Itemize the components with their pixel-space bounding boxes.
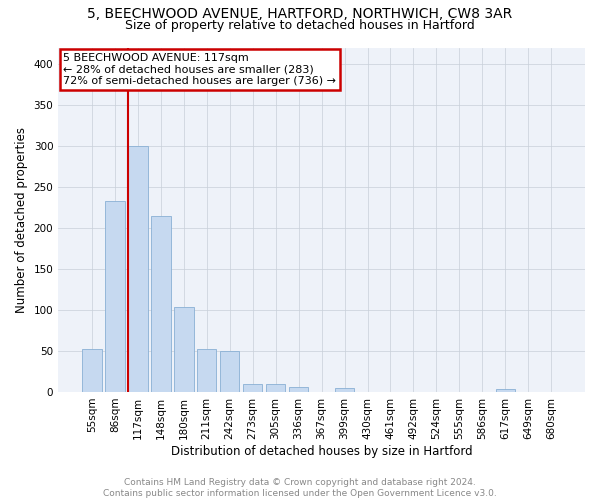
- Bar: [151, 216, 170, 392]
- Bar: [496, 390, 515, 392]
- Text: Contains HM Land Registry data © Crown copyright and database right 2024.
Contai: Contains HM Land Registry data © Crown c…: [103, 478, 497, 498]
- Text: 5, BEECHWOOD AVENUE, HARTFORD, NORTHWICH, CW8 3AR: 5, BEECHWOOD AVENUE, HARTFORD, NORTHWICH…: [88, 8, 512, 22]
- Text: 5 BEECHWOOD AVENUE: 117sqm
← 28% of detached houses are smaller (283)
72% of sem: 5 BEECHWOOD AVENUE: 117sqm ← 28% of deta…: [64, 52, 337, 86]
- Bar: [197, 350, 217, 392]
- Bar: [266, 384, 286, 392]
- Y-axis label: Number of detached properties: Number of detached properties: [15, 126, 28, 312]
- Bar: [128, 146, 148, 392]
- Bar: [220, 351, 239, 392]
- Bar: [105, 201, 125, 392]
- Bar: [289, 387, 308, 392]
- Text: Size of property relative to detached houses in Hartford: Size of property relative to detached ho…: [125, 19, 475, 32]
- Bar: [82, 350, 101, 392]
- X-axis label: Distribution of detached houses by size in Hartford: Distribution of detached houses by size …: [171, 444, 472, 458]
- Bar: [335, 388, 355, 392]
- Bar: [243, 384, 262, 392]
- Bar: [174, 308, 194, 392]
